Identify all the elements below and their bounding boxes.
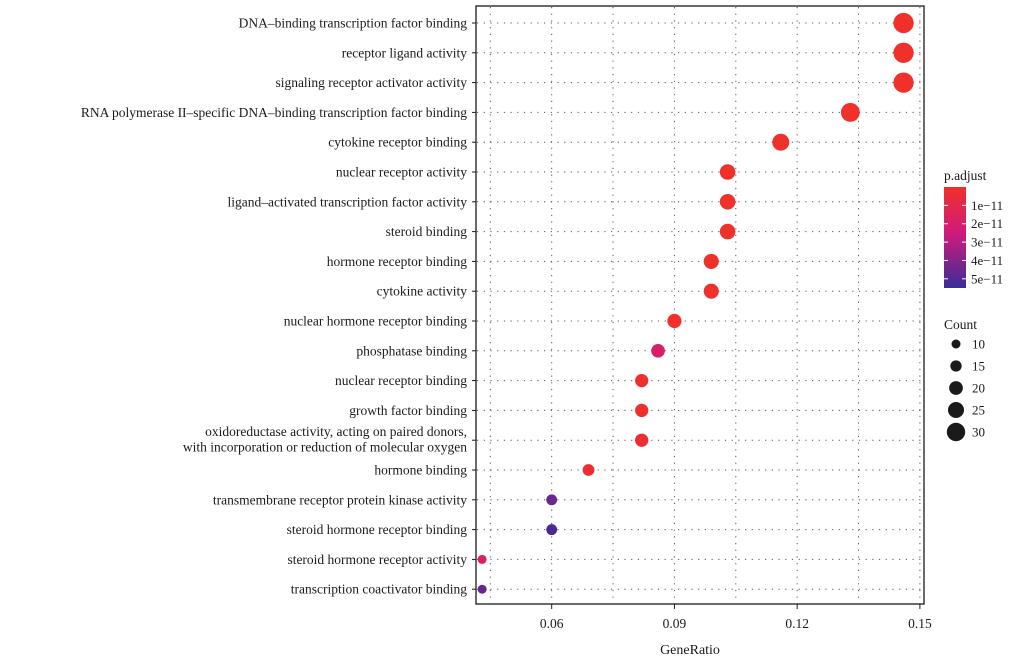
plot-panel-border — [475, 5, 925, 605]
count-legend-label: 20 — [972, 381, 985, 396]
y-axis-label: signaling receptor activator activity — [275, 75, 467, 90]
p-adjust-colorbar — [944, 187, 966, 288]
y-axis-label: RNA polymerase II–specific DNA–binding t… — [81, 105, 467, 120]
data-point — [667, 313, 682, 329]
y-axis-label: hormone receptor binding — [327, 254, 467, 269]
plot-panel-background — [475, 5, 925, 605]
x-axis-tick-label: 0.06 — [540, 616, 564, 631]
y-axis-label: transmembrane receptor protein kinase ac… — [213, 492, 467, 507]
colorbar-label: 5e−11 — [971, 271, 1003, 286]
data-points — [477, 12, 914, 594]
count-legend-key — [949, 381, 963, 395]
data-point — [635, 373, 649, 388]
data-point — [546, 494, 558, 506]
count-legend-key — [950, 360, 962, 372]
count-legend: Count 10 15 20 25 30 — [944, 317, 985, 442]
count-legend-label: 30 — [972, 425, 985, 440]
p-adjust-legend-title: p.adjust — [944, 168, 987, 183]
count-legend-label: 10 — [972, 337, 985, 352]
data-point — [719, 164, 736, 180]
count-legend-label: 25 — [972, 403, 985, 418]
count-legend-key — [951, 339, 961, 349]
colorbar-label: 2e−11 — [971, 216, 1003, 231]
data-point — [772, 133, 790, 151]
x-axis-tick-label: 0.09 — [663, 616, 687, 631]
y-axis-label: steroid hormone receptor binding — [287, 522, 468, 537]
data-point — [719, 194, 736, 210]
data-point — [546, 524, 558, 536]
data-point — [582, 464, 595, 476]
count-legend-label: 15 — [972, 359, 985, 374]
y-axis-label: growth factor binding — [349, 403, 467, 418]
data-point — [703, 253, 719, 269]
y-axis-label: DNA–binding transcription factor binding — [239, 16, 468, 31]
count-legend-title: Count — [944, 317, 977, 332]
p-adjust-legend: p.adjust 1e−11 2e−11 3e−11 4e−11 5e−11 — [944, 168, 1003, 288]
y-axis-label: nuclear hormone receptor binding — [284, 314, 468, 329]
data-point — [893, 42, 914, 63]
data-point — [840, 102, 860, 122]
y-axis-label: transcription coactivator binding — [291, 582, 467, 597]
x-axis: 0.06 0.09 0.12 0.15 — [540, 604, 932, 631]
y-axis-label: hormone binding — [374, 463, 467, 478]
y-axis-label: phosphatase binding — [356, 343, 467, 358]
data-point — [893, 12, 914, 34]
data-point — [893, 72, 914, 93]
y-axis-label: cytokine receptor binding — [328, 135, 467, 150]
y-axis-label: steroid binding — [386, 224, 468, 239]
data-point — [477, 554, 487, 564]
y-axis-label: ligand–activated transcription factor ac… — [227, 194, 467, 209]
y-axis-label: nuclear receptor binding — [335, 373, 467, 388]
colorbar-label: 4e−11 — [971, 253, 1003, 268]
y-axis-label: oxidoreductase activity, acting on paire… — [183, 424, 467, 455]
count-legend-key — [947, 401, 965, 419]
data-point — [477, 584, 487, 594]
data-point — [719, 223, 736, 240]
y-axis-label: steroid hormone receptor activity — [287, 552, 467, 567]
colorbar-label: 3e−11 — [971, 235, 1003, 250]
data-point — [703, 283, 719, 299]
x-axis-tick-label: 0.15 — [908, 616, 932, 631]
y-axis-label: cytokine activity — [377, 284, 468, 299]
data-point — [651, 343, 665, 358]
x-axis-tick-label: 0.12 — [785, 616, 809, 631]
data-point — [635, 403, 649, 418]
x-axis-title: GeneRatio — [660, 643, 720, 658]
data-point — [635, 433, 649, 447]
count-legend-key — [946, 422, 966, 442]
colorbar-label: 1e−11 — [971, 198, 1003, 213]
y-axis-labels: DNA–binding transcription factor binding… — [81, 16, 476, 597]
y-axis-label: receptor ligand activity — [342, 45, 467, 60]
y-axis-label: nuclear receptor activity — [336, 165, 467, 180]
